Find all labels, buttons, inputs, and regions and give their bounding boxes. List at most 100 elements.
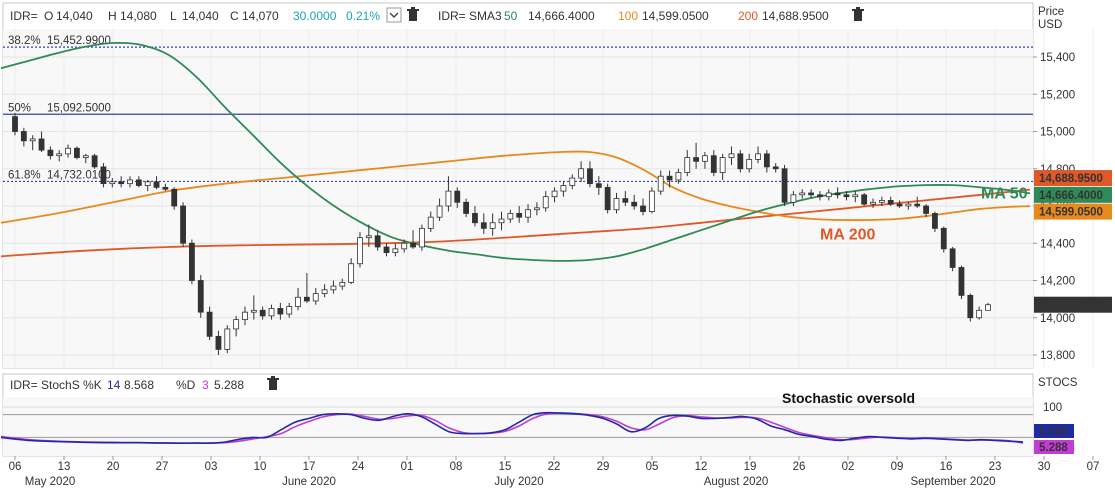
month-label: September 2020 <box>910 476 995 488</box>
trash-icon[interactable] <box>407 7 419 21</box>
candle-body <box>976 309 983 319</box>
sma50-value: 14,666.4000 <box>528 9 595 23</box>
candle-body <box>887 200 894 205</box>
ma-annotation: MA 200 <box>820 227 876 244</box>
candle-body <box>374 235 381 248</box>
candle-body <box>790 194 797 203</box>
candle-body <box>949 248 956 268</box>
open-value: 14,040 <box>56 9 93 23</box>
change-percent: 0.21% <box>346 9 380 23</box>
candle-body <box>463 201 470 214</box>
fib-level-label: 50% <box>8 102 31 114</box>
stoch-d-value-label: 5.288 <box>1039 442 1068 454</box>
candle-body <box>20 131 27 142</box>
candle-body <box>153 181 160 188</box>
time-tick-label: 02 <box>842 461 855 473</box>
candle-body <box>365 235 372 239</box>
time-tick-label: 07 <box>1087 461 1100 473</box>
candle-body <box>878 200 885 203</box>
month-label: August 2020 <box>704 476 769 488</box>
sma100-period: 100 <box>618 9 638 23</box>
time-tick-label: 03 <box>205 461 218 473</box>
price-label-text: 14,070.0000 <box>1039 300 1103 312</box>
candle-body <box>631 201 638 207</box>
candle-body <box>215 335 222 350</box>
candle-body <box>303 296 310 302</box>
stoch-k-value-box <box>1034 424 1074 438</box>
price-label-box <box>1034 186 1112 203</box>
stoch-annotation: Stochastic oversold <box>782 390 915 406</box>
candle-body <box>684 157 691 173</box>
candle-body <box>622 198 629 203</box>
candle-body <box>357 237 363 265</box>
fib-level-value: 15,452.9900 <box>47 35 111 47</box>
month-label: May 2020 <box>25 476 76 488</box>
candle-body <box>967 294 974 319</box>
candle-body <box>109 181 116 185</box>
fib-level-value: 14,732.0100 <box>47 169 111 181</box>
candle-body <box>410 242 416 248</box>
candle-body <box>542 196 549 209</box>
price-tick-label: 15,400 <box>1040 52 1075 64</box>
candle-body <box>498 218 505 224</box>
sma100-value: 14,599.0500 <box>642 9 709 23</box>
candle-body <box>569 177 576 186</box>
candle-body <box>905 203 912 207</box>
candle-body <box>852 194 859 198</box>
time-tick-label: 15 <box>499 461 512 473</box>
svg-text:IDR= SMA3 50 14,66: IDR= SMA3 50 14,666.4000 100 14,599.0500… <box>438 9 829 23</box>
candle-body <box>74 147 80 158</box>
ma-annotation: MA 50 <box>981 186 1028 203</box>
price-tick-label: 15,000 <box>1040 127 1075 139</box>
candle-body <box>507 213 514 220</box>
price-label-text: 14,666.4000 <box>1039 190 1103 202</box>
candle-body <box>728 153 735 158</box>
candle-body <box>445 190 452 207</box>
stoch-header: IDR= StochS %K 14 8.568 %D 3 5.288 <box>10 376 279 392</box>
price-tick-label: 14,000 <box>1040 313 1075 325</box>
candle-body <box>755 153 761 160</box>
candle-body <box>180 205 186 244</box>
price-axis: 15,40015,20015,00014,80014,60014,40014,2… <box>1033 52 1112 362</box>
candle-body <box>825 192 832 198</box>
candle-body <box>127 179 133 185</box>
candle-body <box>666 175 673 181</box>
price-tick-label: 15,200 <box>1040 89 1075 101</box>
candle-body <box>746 159 753 170</box>
time-tick-label: 06 <box>9 461 22 473</box>
time-tick-label: 08 <box>450 461 463 473</box>
time-tick-label: 05 <box>646 461 659 473</box>
candle-body <box>525 209 531 218</box>
candle-body <box>870 201 876 205</box>
candle-body <box>781 168 788 203</box>
candle-body <box>675 172 682 181</box>
trash-icon[interactable] <box>852 7 864 21</box>
fib-level-value: 15,092.5000 <box>47 102 111 114</box>
time-tick-label: 22 <box>548 461 561 473</box>
price-axis-title: Price <box>1038 6 1064 18</box>
candle-body <box>613 198 620 211</box>
price-label-box <box>1034 296 1112 313</box>
candle-body <box>286 306 293 315</box>
month-label: July 2020 <box>494 476 543 488</box>
candle-body <box>135 179 142 186</box>
candle-body <box>578 168 585 179</box>
price-header: IDR= O 14,040 H 14,080 L 14,040 C 14,070… <box>10 7 864 23</box>
sma50-period: 50 <box>504 9 518 23</box>
candle-body <box>206 311 213 337</box>
stoch-k-line <box>0 411 1024 444</box>
sma200-period: 200 <box>738 9 758 23</box>
stoch-d-value: 5.288 <box>214 378 244 392</box>
stoch-d-value-box <box>1034 440 1074 454</box>
trash-icon[interactable] <box>267 376 279 390</box>
candle-body <box>197 280 204 313</box>
candle-body <box>710 155 717 173</box>
candle-body <box>587 168 593 185</box>
price-tick-label: 14,200 <box>1040 276 1075 288</box>
chevron-down-icon[interactable] <box>386 7 402 23</box>
candle-body <box>472 213 478 224</box>
time-tick-label: 20 <box>107 461 120 473</box>
candle-body <box>47 149 54 157</box>
candle-body <box>100 166 107 185</box>
